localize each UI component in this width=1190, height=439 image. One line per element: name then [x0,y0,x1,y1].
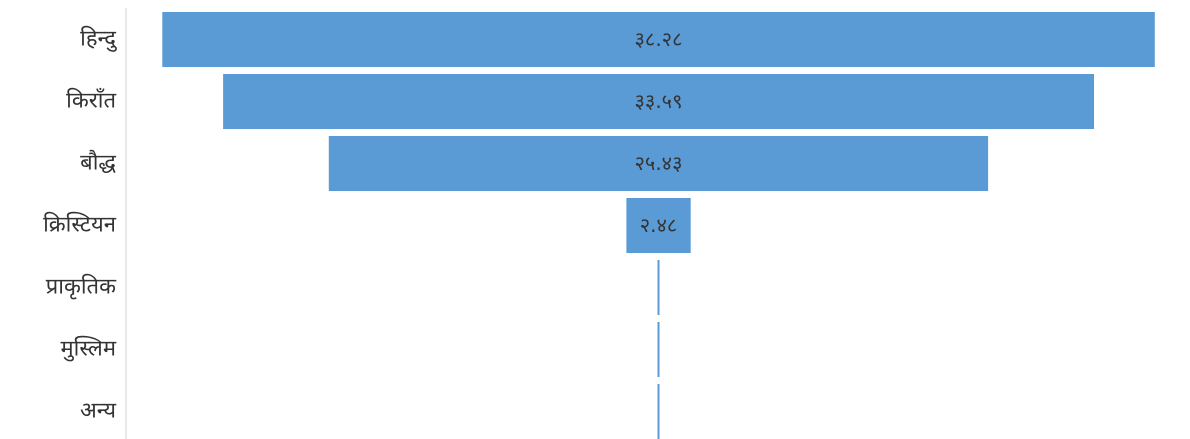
bar-4 [657,260,660,315]
category-label-0: हिन्दु [80,26,117,53]
bar-0 [162,12,1155,67]
bar-1 [223,74,1095,129]
category-labels-group: हिन्दु किराँत बौद्ध क्रिस्टियन प्राकृतिक मुस्… [43,26,117,424]
category-label-3: क्रिस्टियन [43,212,117,238]
category-label-2: बौद्ध [80,150,116,176]
data-labels-group: ३८.२८ ३३.५९ २५.४३ २.४८ [635,27,683,237]
category-label-1: किराँत [66,88,116,114]
bar-2 [328,136,989,191]
category-label-5: मुस्लिम [61,336,117,362]
data-label-1: ३३.५९ [635,89,683,113]
category-label-6: अन्य [80,399,117,424]
data-label-3: २.४८ [640,213,678,237]
bars-group [162,12,1155,439]
data-label-2: २५.४३ [635,151,683,175]
bar-3 [626,198,691,253]
data-label-0: ३८.२८ [635,27,683,51]
bar-6 [657,384,660,439]
category-label-4: प्राकृतिक [46,274,117,300]
bar-5 [657,322,660,377]
